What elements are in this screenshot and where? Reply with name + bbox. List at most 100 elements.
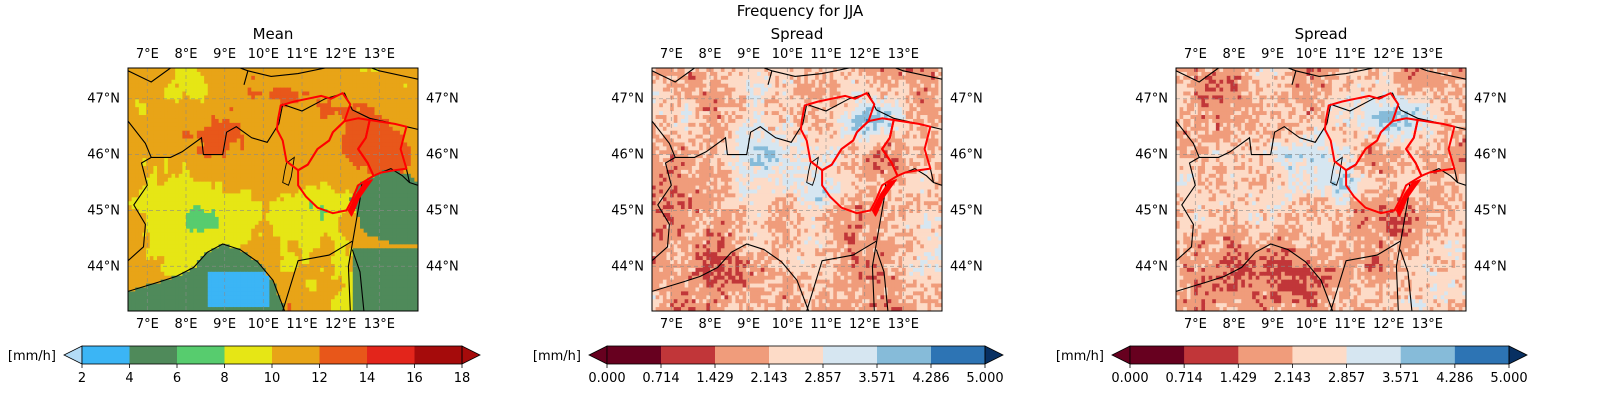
x-tick-label: 9°E xyxy=(213,47,236,62)
country-border xyxy=(282,240,353,311)
country-border xyxy=(652,120,676,158)
region-outline xyxy=(1405,119,1456,177)
colorbar-tick-label: 4 xyxy=(125,371,133,386)
colorbar-tick-label: 3.571 xyxy=(1382,371,1419,386)
region-outline xyxy=(357,119,408,177)
y-tick-label: 47°N xyxy=(426,92,459,107)
x-tick-label: 8°E xyxy=(175,47,198,62)
colorbar-tick-label: 8 xyxy=(220,371,228,386)
colorbar-segment xyxy=(224,346,273,364)
x-tick-label: 12°E xyxy=(1373,317,1404,332)
x-tick-label: 9°E xyxy=(737,47,760,62)
colorbar-label: [mm/h] xyxy=(8,349,56,364)
x-tick-label: 12°E xyxy=(849,47,880,62)
colorbar-segment xyxy=(177,346,225,364)
map-panel-1: Mean 7°E 7°E 8°E 8°E 9°E 9°E 10°E 10°E 11°E 11°E 12… xyxy=(8,25,481,386)
figure-title: Frequency for JJA xyxy=(737,2,864,20)
x-tick-label: 11°E xyxy=(1334,47,1365,62)
y-tick-label: 46°N xyxy=(1474,148,1507,163)
lake-outline xyxy=(1330,156,1343,186)
country-border xyxy=(1291,70,1297,85)
colorbar-extend-high xyxy=(461,345,481,365)
lake-outline xyxy=(806,156,819,186)
colorbar-tick-label: 14 xyxy=(359,371,376,386)
colorbar-segment xyxy=(1400,346,1456,364)
axis-ticks: 7°E 7°E 8°E 8°E 9°E 9°E 10°E 10°E 11°E 11°E 12°E 12… xyxy=(611,47,983,332)
colorbar-tick-label: 5.000 xyxy=(966,371,1003,386)
country-border xyxy=(1176,120,1200,158)
lagoon-fill xyxy=(347,179,373,217)
panel-title: Mean xyxy=(253,25,294,43)
x-tick-label: 8°E xyxy=(699,47,722,62)
gridlines xyxy=(652,68,942,311)
y-tick-label: 44°N xyxy=(87,259,120,274)
y-tick-label: 47°N xyxy=(1474,92,1507,107)
colorbar-tick-label: 0.000 xyxy=(588,371,625,386)
colorbar-segment xyxy=(1238,346,1293,364)
country-border xyxy=(128,120,152,158)
map-frame xyxy=(1175,67,1467,312)
x-tick-label: 13°E xyxy=(1412,317,1443,332)
colorbar-extend-low xyxy=(1111,345,1131,365)
axis-ticks: 7°E 7°E 8°E 8°E 9°E 9°E 10°E 10°E 11°E 11°E 12°E 12… xyxy=(87,47,459,332)
x-tick-label: 7°E xyxy=(136,317,159,332)
colorbar: 2 4 6 8 10 12 14 16 18 [mm/h] xyxy=(8,345,481,386)
colorbar-tick-label: 6 xyxy=(173,371,181,386)
y-tick-label: 46°N xyxy=(426,148,459,163)
x-tick-label: 9°E xyxy=(1261,317,1284,332)
panel-title: Spread xyxy=(771,25,824,43)
x-tick-label: 11°E xyxy=(286,317,317,332)
colorbar-segment xyxy=(1184,346,1239,364)
x-tick-label: 11°E xyxy=(1334,317,1365,332)
x-tick-label: 10°E xyxy=(248,47,279,62)
country-border xyxy=(128,92,418,262)
x-tick-label: 12°E xyxy=(849,317,880,332)
x-tick-label: 11°E xyxy=(810,47,841,62)
x-tick-label: 13°E xyxy=(364,47,395,62)
coastline xyxy=(652,243,810,311)
heatmap-field xyxy=(128,68,418,311)
x-tick-label: 7°E xyxy=(660,317,683,332)
x-tick-label: 10°E xyxy=(772,317,803,332)
y-tick-label: 47°N xyxy=(87,92,120,107)
y-tick-label: 45°N xyxy=(87,203,120,218)
y-tick-label: 44°N xyxy=(1474,259,1507,274)
colorbar-segment xyxy=(1130,346,1185,364)
y-tick-label: 44°N xyxy=(611,259,644,274)
y-tick-label: 46°N xyxy=(611,148,644,163)
region-outline xyxy=(881,119,932,177)
panel-title: Spread xyxy=(1295,25,1348,43)
colorbar-tick-label: 2.857 xyxy=(804,371,841,386)
region-boundaries xyxy=(1323,92,1456,217)
colorbar-extend-high xyxy=(984,345,1004,365)
colorbar-tick-label: 18 xyxy=(454,371,471,386)
colorbar-extend-low xyxy=(63,345,83,365)
colorbar-tick-label: 1.429 xyxy=(696,371,733,386)
colorbar-segment xyxy=(661,346,716,364)
colorbar-extend-low xyxy=(588,345,608,365)
map-panel-2: Spread 7°E 7°E 8°E 8°E 9°E 9°E 10°E 10°E 11°E 11°E… xyxy=(533,25,1004,386)
colorbar-tick-label: 4.286 xyxy=(912,371,949,386)
colorbar-tick-label: 1.429 xyxy=(1220,371,1257,386)
colorbar-tick-label: 5.000 xyxy=(1490,371,1527,386)
y-tick-label: 44°N xyxy=(950,259,983,274)
y-tick-label: 44°N xyxy=(426,259,459,274)
coastline xyxy=(128,243,286,311)
x-tick-label: 8°E xyxy=(1223,47,1246,62)
colorbar-segment xyxy=(715,346,770,364)
x-tick-label: 8°E xyxy=(1223,317,1246,332)
colorbar-segment xyxy=(607,346,662,364)
colorbar-segment xyxy=(82,346,130,364)
y-tick-label: 45°N xyxy=(611,203,644,218)
colorbar-segment xyxy=(823,346,878,364)
colorbar-segment xyxy=(129,346,178,364)
colorbar-segment xyxy=(414,346,463,364)
coastlines-borders xyxy=(1176,68,1466,311)
colorbar-tick-label: 0.000 xyxy=(1111,371,1148,386)
map-frame xyxy=(127,67,419,312)
country-border xyxy=(1399,249,1413,311)
axis-ticks: 7°E 7°E 8°E 8°E 9°E 9°E 10°E 10°E 11°E 11°E 12°E 12… xyxy=(1135,47,1507,332)
lake-outline xyxy=(282,156,295,186)
country-border xyxy=(1176,68,1466,83)
